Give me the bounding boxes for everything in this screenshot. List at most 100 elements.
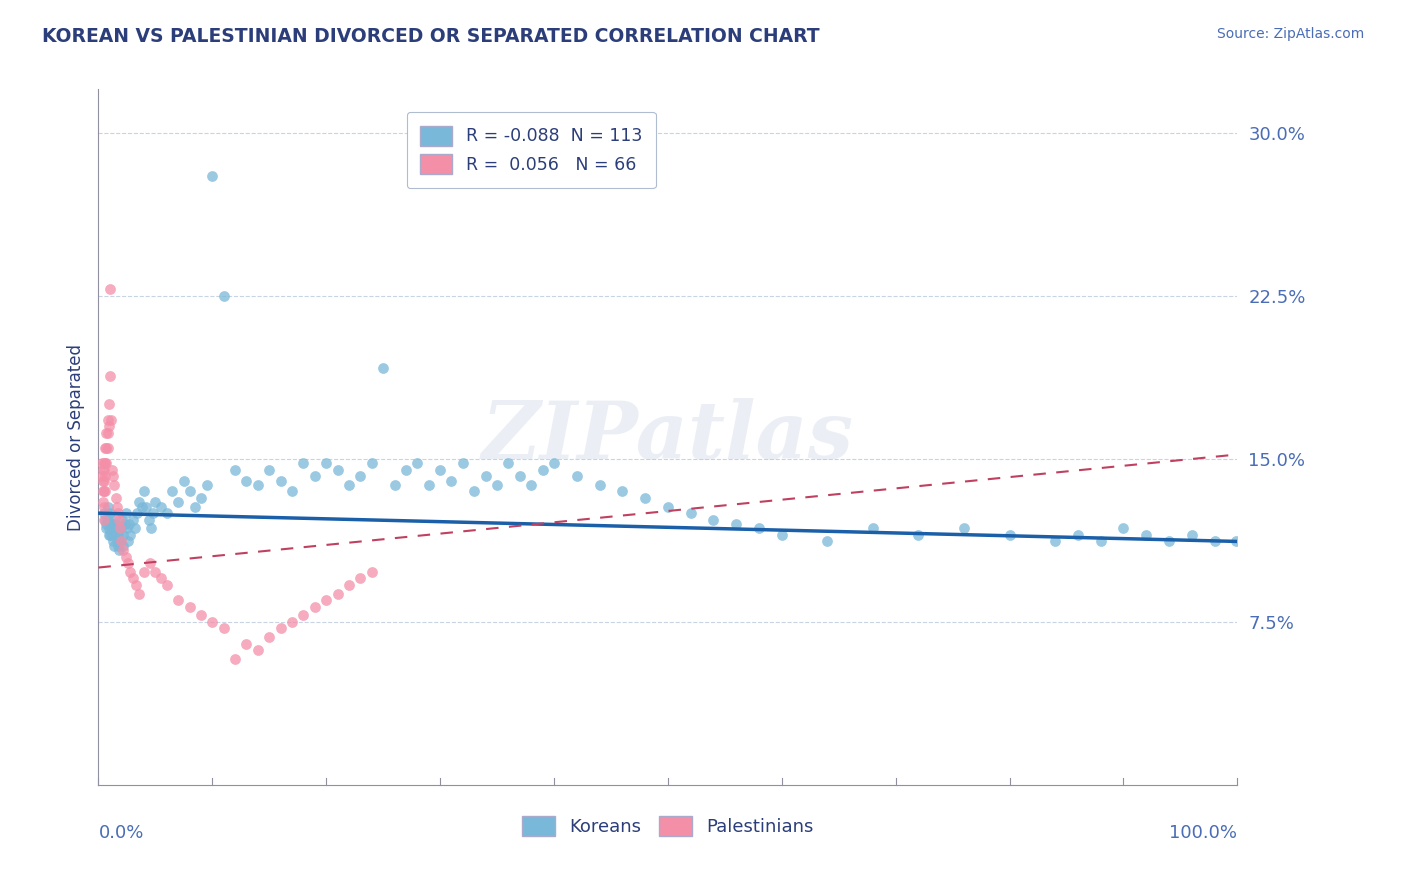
Point (127, 506, 149, 520)
Point (121, 571, 143, 585)
Point (1204, 534, 1226, 549)
Point (953, 521, 976, 535)
Point (815, 534, 838, 549)
Point (657, 500, 679, 514)
Point (94, 441, 117, 455)
Point (1090, 534, 1112, 549)
Point (96, 500, 118, 514)
Point (98, 516, 121, 531)
Point (107, 539, 129, 553)
Point (748, 521, 770, 535)
Point (98, 528, 121, 542)
Point (173, 474, 195, 488)
Point (270, 621, 292, 635)
Point (135, 500, 157, 514)
Point (326, 587, 349, 601)
Point (108, 534, 131, 549)
Point (1181, 528, 1204, 542)
Point (100, 412, 122, 426)
Point (98, 369, 121, 384)
Point (90, 456, 112, 470)
Point (103, 521, 125, 535)
Point (162, 484, 184, 499)
Point (108, 543, 131, 558)
Point (94, 484, 117, 499)
Point (97, 397, 120, 411)
Point (120, 565, 142, 579)
Point (349, 469, 371, 483)
Point (105, 521, 128, 535)
Point (98, 506, 121, 520)
Point (120, 528, 142, 542)
Point (337, 578, 360, 592)
Point (105, 534, 128, 549)
Point (612, 484, 634, 499)
Point (91, 463, 114, 477)
Point (246, 478, 269, 492)
Point (112, 528, 135, 542)
Point (679, 506, 702, 520)
Point (292, 456, 315, 470)
Point (259, 463, 281, 477)
Point (93, 513, 115, 527)
Point (97, 419, 120, 434)
Point (103, 539, 125, 553)
Point (96, 521, 118, 535)
Point (91, 484, 114, 499)
Point (91, 495, 114, 509)
Point (179, 484, 201, 499)
Point (90, 469, 112, 483)
Point (114, 516, 136, 531)
Point (104, 491, 127, 505)
Point (326, 463, 349, 477)
Point (349, 571, 371, 585)
Point (101, 463, 124, 477)
Point (770, 528, 793, 542)
Point (91, 474, 114, 488)
Point (531, 463, 554, 477)
Point (315, 593, 337, 607)
Point (588, 478, 610, 492)
Point (121, 513, 143, 527)
Point (509, 469, 531, 483)
Point (101, 516, 124, 531)
Point (190, 491, 212, 505)
Point (110, 521, 132, 535)
Point (156, 578, 179, 592)
Point (93, 474, 115, 488)
Point (451, 456, 474, 470)
Point (184, 500, 207, 514)
Point (96, 441, 118, 455)
Point (440, 474, 463, 488)
Text: ZIPatlas: ZIPatlas (482, 399, 853, 475)
Point (96, 425, 118, 440)
Point (94, 513, 117, 527)
Point (281, 484, 304, 499)
Point (235, 474, 257, 488)
Point (498, 456, 520, 470)
Point (125, 578, 148, 592)
Point (118, 516, 141, 531)
Point (105, 500, 128, 514)
Point (1225, 534, 1247, 549)
Point (145, 495, 167, 509)
Point (212, 621, 235, 635)
Point (104, 516, 127, 531)
Point (100, 521, 122, 535)
Point (1043, 534, 1066, 549)
Point (281, 615, 304, 629)
Point (139, 521, 162, 535)
Text: Source: ZipAtlas.com: Source: ZipAtlas.com (1216, 27, 1364, 41)
Point (201, 169, 224, 183)
Point (179, 599, 201, 614)
Point (112, 539, 135, 553)
Point (384, 478, 406, 492)
Point (103, 525, 125, 540)
Point (304, 599, 326, 614)
Point (270, 474, 292, 488)
Point (360, 456, 382, 470)
Point (100, 513, 122, 527)
Point (246, 643, 269, 657)
Point (103, 478, 125, 492)
Point (128, 587, 150, 601)
